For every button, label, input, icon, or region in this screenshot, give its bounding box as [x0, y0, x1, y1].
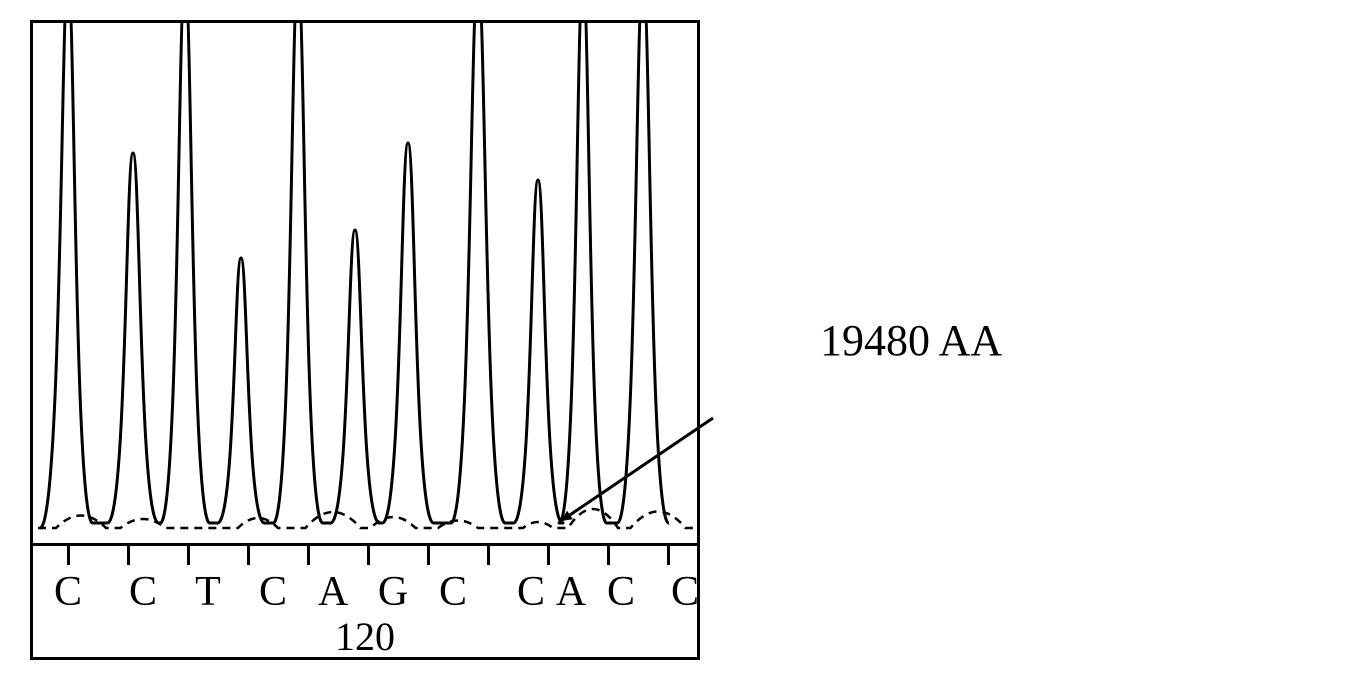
base-call: A: [318, 568, 348, 616]
axis-tick: [127, 543, 130, 565]
position-label: 120: [33, 613, 697, 660]
base-call: T: [195, 568, 221, 616]
trace-curves: [33, 23, 697, 543]
axis-tick: [427, 543, 430, 565]
axis-tick: [247, 543, 250, 565]
base-call: C: [517, 568, 545, 616]
axis-tick: [487, 543, 490, 565]
base-call: C: [259, 568, 287, 616]
base-call: C: [129, 568, 157, 616]
plot-area: [33, 23, 697, 543]
axis-tick: [187, 543, 190, 565]
base-call: C: [439, 568, 467, 616]
sequence-row: CCTCAGCCACC: [33, 568, 697, 618]
electropherogram-panel: CCTCAGCCACC 120: [30, 20, 700, 660]
axis-tick: [367, 543, 370, 565]
axis-tick: [667, 543, 670, 565]
axis-tick: [547, 543, 550, 565]
base-call: A: [556, 568, 586, 616]
base-call: G: [378, 568, 408, 616]
base-call: C: [671, 568, 699, 616]
sample-label: 19480 AA: [820, 315, 1002, 366]
base-call: C: [607, 568, 635, 616]
axis-tick: [607, 543, 610, 565]
axis-tick: [67, 543, 70, 565]
x-axis: [33, 543, 697, 546]
axis-tick: [307, 543, 310, 565]
base-call: C: [54, 568, 82, 616]
